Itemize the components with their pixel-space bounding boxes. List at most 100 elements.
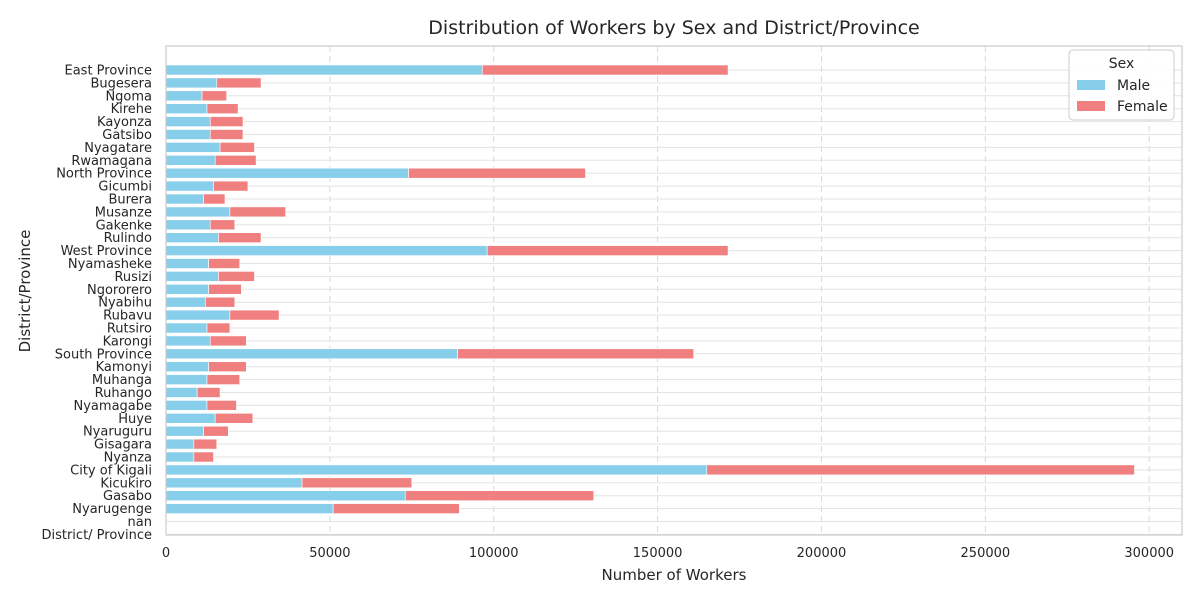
bar-male: [165, 361, 209, 373]
plot-border: [165, 45, 1183, 536]
y-tick-label: Kicukiro: [100, 476, 152, 491]
bar-female: [203, 193, 226, 205]
y-tick-label: Nyagatare: [84, 141, 152, 156]
y-tick-label: Gicumbi: [98, 180, 152, 195]
y-axis-label: District/Province: [16, 230, 34, 353]
y-tick-label: West Province: [61, 244, 152, 259]
y-tick-label: Gisagara: [94, 438, 152, 453]
y-tick-label: East Province: [65, 64, 153, 79]
plot-frame: [165, 45, 1183, 536]
y-tick-label: Nyarugenge: [72, 502, 152, 517]
y-tick-label: Gatsibo: [102, 128, 152, 143]
y-axis-categories: East ProvinceBugeseraNgomaKireheKayonzaG…: [41, 64, 152, 543]
x-tick-label: 200000: [797, 546, 847, 561]
x-axis-label: Number of Workers: [602, 566, 747, 584]
bar-female: [218, 271, 255, 282]
y-tick-label: Rulindo: [104, 231, 152, 246]
bar-female: [301, 477, 413, 489]
bar-male: [165, 258, 209, 269]
bar-male: [165, 193, 204, 205]
bar-female: [229, 309, 280, 321]
bar-male: [165, 322, 208, 334]
y-tick-label: Karongi: [103, 334, 152, 349]
bar-female: [404, 490, 595, 502]
legend-label-male: Male: [1117, 78, 1150, 94]
bar-female: [229, 206, 286, 218]
bars: [165, 64, 1135, 514]
y-tick-label: Rubavu: [103, 309, 152, 324]
y-tick-label: Bugesera: [91, 76, 153, 91]
bar-female: [209, 219, 236, 231]
y-tick-label: Nyamasheke: [68, 257, 152, 272]
bar-female: [209, 129, 244, 140]
bar-female: [481, 64, 729, 76]
bar-male: [165, 490, 406, 502]
bar-female: [706, 464, 1135, 476]
bar-male: [165, 374, 208, 385]
legend-swatch-male: [1077, 80, 1105, 90]
bar-female: [218, 232, 262, 243]
y-tick-label: Gakenke: [96, 218, 152, 233]
bar-male: [165, 335, 211, 347]
legend-title: Sex: [1109, 56, 1135, 72]
bar-female: [209, 116, 244, 127]
bar-female: [196, 387, 221, 398]
y-tick-label: Kamonyi: [96, 360, 152, 375]
bar-female: [216, 77, 262, 89]
bar-female: [219, 142, 255, 153]
bar-male: [165, 477, 303, 489]
bar-male: [165, 503, 334, 514]
bar-female: [203, 425, 229, 437]
bar-male: [165, 116, 211, 127]
bar-male: [165, 425, 204, 437]
bar-female: [205, 296, 236, 308]
bar-male: [165, 103, 208, 114]
bar-female: [209, 335, 247, 347]
bar-male: [165, 90, 203, 102]
y-tick-label: Nyanza: [104, 451, 152, 466]
bar-female: [486, 245, 729, 256]
bar-female: [201, 90, 227, 102]
bar-male: [165, 129, 211, 140]
bar-male: [165, 271, 219, 282]
bar-female: [193, 438, 218, 450]
y-tick-label: South Province: [55, 347, 152, 362]
legend-swatch-female: [1077, 101, 1105, 111]
bar-female: [206, 103, 239, 114]
bar-male: [165, 77, 218, 89]
bar-male: [165, 219, 211, 231]
y-tick-label: Gasabo: [103, 489, 152, 504]
legend-label-female: Female: [1117, 99, 1168, 115]
bar-male: [165, 155, 216, 166]
bar-female: [332, 503, 460, 514]
y-tick-label: Burera: [108, 193, 152, 208]
chart-title: Distribution of Workers by Sex and Distr…: [428, 17, 919, 39]
y-tick-label: North Province: [56, 167, 152, 182]
y-tick-label: Rusizi: [114, 270, 152, 285]
bar-male: [165, 206, 231, 218]
y-tick-label: Ngoma: [105, 89, 152, 104]
y-tick-label: nan: [128, 515, 152, 530]
bar-male: [165, 180, 214, 192]
y-tick-label: Rwamagana: [71, 154, 152, 169]
bar-male: [165, 387, 198, 398]
bar-female: [208, 258, 241, 269]
x-tick-label: 250000: [961, 546, 1011, 561]
y-tick-label: Nyabihu: [98, 296, 152, 311]
y-tick-label: Rutsiro: [107, 322, 152, 337]
grid-lines: [166, 46, 1182, 535]
bar-female: [206, 374, 241, 385]
y-tick-label: City of Kigali: [70, 463, 152, 478]
bar-male: [165, 400, 208, 411]
y-tick-label: Muhanga: [92, 373, 152, 388]
y-tick-label: Huye: [118, 412, 152, 427]
x-tick-label: 100000: [469, 546, 519, 561]
bar-female: [214, 412, 254, 424]
bar-male: [165, 232, 219, 243]
bar-male: [165, 438, 195, 450]
bar-female: [408, 167, 586, 179]
x-tick-label: 0: [162, 546, 170, 561]
x-tick-label: 50000: [309, 546, 350, 561]
